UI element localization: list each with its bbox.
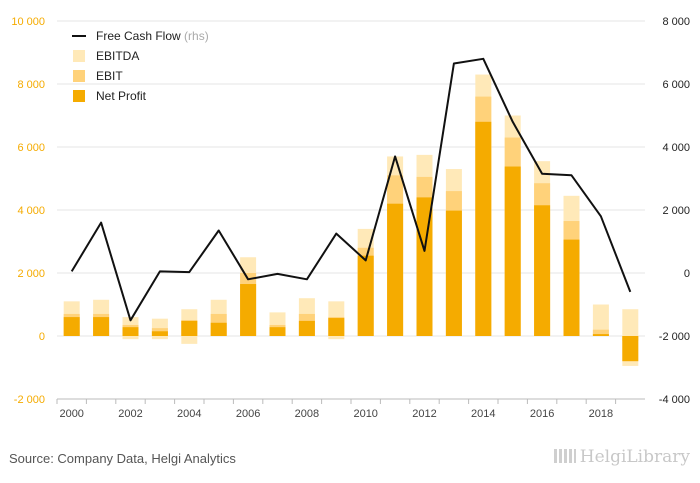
y-left-tick-label: 4 000 [17, 205, 45, 217]
bar-net-profit-2003 [151, 331, 168, 336]
legend-marker-ebit [73, 70, 85, 82]
legend-suffix: (rhs) [181, 29, 209, 43]
y-right-tick-label: 2 000 [662, 205, 690, 217]
bar-net-profit-2017 [563, 239, 580, 336]
legend-label-net-profit: Net Profit [96, 89, 147, 103]
x-tick-label: 2012 [412, 408, 436, 420]
bar-ebitda-neg-2009 [328, 336, 345, 340]
legend-marker-ebitda [73, 50, 85, 62]
x-tick-label: 2018 [589, 408, 613, 420]
bar-net-profit-2001 [93, 317, 110, 336]
y-left-tick-label: 0 [39, 331, 45, 343]
bar-ebitda-neg-2003 [151, 336, 168, 340]
bar-net-profit-2013 [445, 210, 462, 336]
y-right-tick-label: -4 000 [659, 394, 690, 406]
bar-ebitda-neg-2002 [122, 336, 139, 340]
y-left-tick-label: 8 000 [17, 79, 45, 91]
bar-net-profit-2015 [504, 166, 521, 336]
bar-net-profit-2014 [475, 121, 492, 336]
y-left-tick-label: 10 000 [11, 16, 45, 28]
x-tick-label: 2008 [295, 408, 319, 420]
x-tick-label: 2016 [530, 408, 554, 420]
y-right-tick-label: -2 000 [659, 331, 690, 343]
y-left-tick-label: 2 000 [17, 268, 45, 280]
bar-net-profit-2002 [122, 327, 139, 336]
bar-net-profit-2019 [622, 336, 639, 362]
source-note: Source: Company Data, Helgi Analytics [9, 451, 236, 466]
y-left-tick-label: -2 000 [14, 394, 45, 406]
x-tick-label: 2014 [471, 408, 495, 420]
bar-net-profit-2006 [240, 284, 257, 336]
bar-net-profit-2016 [534, 205, 551, 336]
bar-net-profit-2007 [269, 327, 286, 336]
x-tick-label: 2006 [236, 408, 260, 420]
bar-net-profit-2011 [387, 203, 404, 336]
bar-net-profit-2009 [328, 318, 345, 336]
legend-label-free-cash-flow: Free Cash Flow (rhs) [96, 29, 209, 43]
bar-net-profit-2005 [210, 322, 227, 336]
x-tick-label: 2010 [353, 408, 377, 420]
x-tick-label: 2004 [177, 408, 201, 420]
line-free-cash-flow [70, 57, 632, 322]
bar-ebitda-2019 [622, 309, 639, 336]
brand-name: HelgiLibrary [579, 447, 690, 467]
bar-ebitda-2018 [592, 304, 609, 336]
y-right-tick-label: 0 [684, 268, 690, 280]
y-right-tick-label: 4 000 [662, 142, 690, 154]
legend-marker-net-profit [73, 90, 85, 102]
bar-net-profit-2000 [63, 317, 80, 336]
library-bars-icon [553, 449, 576, 463]
legend-label-ebitda: EBITDA [96, 49, 139, 63]
legend-label-ebit: EBIT [96, 69, 123, 83]
brand-logo: HelgiLibrary [553, 447, 690, 467]
y-left-tick-label: 6 000 [17, 142, 45, 154]
bar-ebit-2018 [592, 329, 609, 336]
bar-net-profit-2018 [592, 334, 609, 336]
bar-net-profit-2012 [416, 197, 433, 336]
y-right-tick-label: 6 000 [662, 79, 690, 91]
x-tick-label: 2000 [59, 408, 83, 420]
bar-ebitda-neg-2004 [181, 336, 198, 344]
bar-net-profit-2010 [357, 255, 374, 336]
bar-net-profit-2008 [298, 320, 315, 336]
bar-net-profit-2004 [181, 320, 198, 336]
y-right-tick-label: 8 000 [662, 16, 690, 28]
x-tick-label: 2002 [118, 408, 142, 420]
